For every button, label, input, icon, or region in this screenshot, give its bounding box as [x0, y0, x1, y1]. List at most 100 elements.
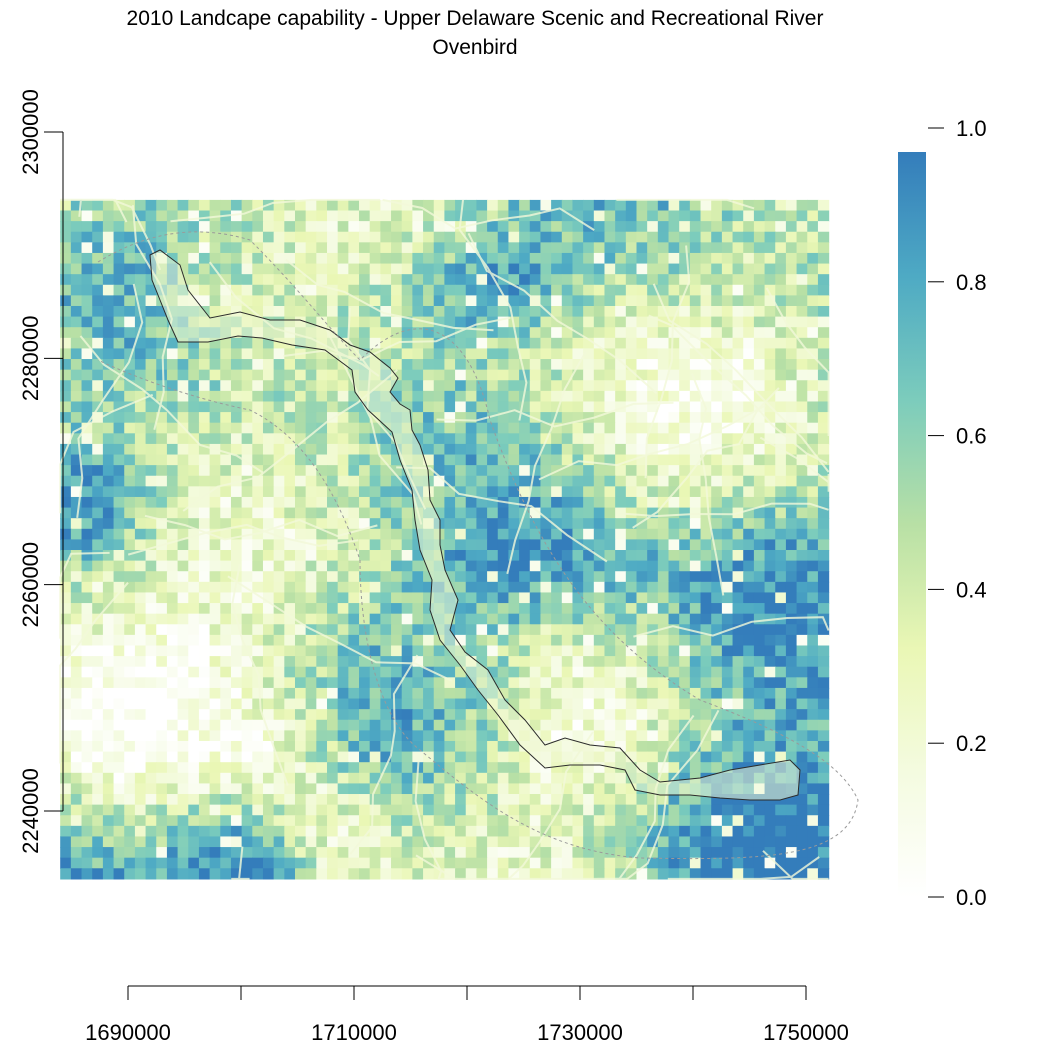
raster-cell	[561, 804, 574, 816]
raster-cell	[369, 772, 381, 785]
raster-cell	[102, 401, 115, 413]
raster-cell	[273, 751, 285, 763]
raster-cell	[540, 242, 552, 254]
raster-cell	[220, 231, 232, 243]
raster-cell	[753, 263, 766, 275]
raster-cell	[177, 772, 189, 785]
raster-cell	[124, 359, 136, 371]
raster-cell	[625, 507, 638, 519]
raster-cell	[145, 401, 157, 413]
raster-cell	[775, 359, 787, 371]
raster-cell	[198, 730, 211, 742]
raster-cell	[636, 550, 648, 562]
raster-cell	[583, 825, 595, 838]
raster-cell	[92, 199, 104, 212]
raster-cell	[647, 475, 659, 487]
raster-cell	[647, 486, 659, 498]
raster-cell	[529, 274, 542, 286]
raster-cell	[348, 571, 360, 583]
raster-cell	[391, 465, 403, 477]
raster-cell	[615, 465, 627, 477]
raster-cell	[294, 603, 307, 615]
raster-cell	[508, 359, 520, 371]
raster-cell	[561, 274, 574, 286]
raster-cell	[519, 274, 531, 286]
raster-cell	[721, 305, 734, 318]
raster-cell	[305, 412, 317, 424]
raster-cell	[785, 327, 798, 339]
raster-cell	[529, 571, 542, 583]
raster-cell	[465, 284, 478, 296]
raster-cell	[359, 645, 371, 657]
raster-cell	[177, 815, 189, 827]
raster-cell	[262, 359, 275, 371]
raster-cell	[294, 518, 307, 530]
raster-cell	[102, 348, 115, 360]
raster-cell	[455, 550, 467, 562]
raster-cell	[92, 433, 104, 445]
raster-cell	[540, 868, 552, 880]
x-axis	[127, 985, 807, 1000]
raster-cell	[572, 486, 584, 498]
raster-cell	[689, 263, 702, 275]
raster-cell	[316, 199, 328, 212]
raster-cell	[455, 316, 467, 328]
raster-cell	[775, 454, 787, 466]
raster-cell	[455, 740, 467, 753]
raster-cell	[198, 560, 211, 572]
raster-cell	[593, 857, 606, 869]
raster-cell	[369, 507, 381, 519]
raster-cell	[700, 242, 712, 254]
raster-cell	[700, 295, 712, 307]
raster-cell	[284, 730, 296, 742]
raster-cell	[444, 316, 456, 328]
raster-cell	[657, 571, 670, 583]
raster-cell	[583, 284, 595, 296]
raster-cell	[487, 284, 499, 296]
raster-cell	[359, 327, 371, 339]
raster-cell	[348, 263, 360, 275]
raster-cell	[807, 443, 819, 456]
raster-cell	[134, 794, 147, 806]
raster-cell	[551, 857, 563, 869]
raster-cell	[540, 550, 552, 562]
raster-cell	[775, 847, 787, 859]
raster-cell	[156, 804, 168, 816]
raster-cell	[230, 210, 243, 222]
raster-cell	[689, 518, 702, 530]
raster-cell	[230, 815, 243, 827]
raster-cell	[593, 656, 606, 668]
raster-cell	[572, 794, 584, 806]
raster-cell	[273, 613, 285, 625]
raster-cell	[92, 613, 104, 625]
raster-cell	[636, 751, 648, 763]
raster-cell	[657, 433, 670, 445]
raster-cell	[775, 252, 787, 265]
raster-cell	[241, 762, 253, 774]
raster-cell	[188, 518, 200, 530]
raster-cell	[689, 804, 702, 816]
raster-cell	[689, 687, 702, 700]
raster-cell	[337, 433, 349, 445]
raster-cell	[753, 443, 766, 456]
raster-cell	[636, 295, 648, 307]
raster-cell	[796, 316, 808, 328]
raster-cell	[743, 847, 755, 859]
raster-cell	[316, 645, 328, 657]
raster-cell	[337, 221, 349, 233]
raster-cell	[188, 359, 200, 371]
raster-cell	[636, 656, 648, 668]
raster-cell	[700, 634, 712, 647]
raster-cell	[796, 698, 808, 710]
raster-cell	[785, 709, 798, 721]
raster-cell	[519, 825, 531, 838]
raster-cell	[785, 794, 798, 806]
raster-cell	[391, 571, 403, 583]
raster-cell	[92, 666, 104, 678]
raster-cell	[807, 847, 819, 859]
raster-cell	[593, 369, 606, 381]
raster-cell	[102, 815, 115, 827]
raster-cell	[625, 337, 638, 350]
raster-cell	[102, 550, 115, 562]
raster-cell	[380, 422, 392, 434]
